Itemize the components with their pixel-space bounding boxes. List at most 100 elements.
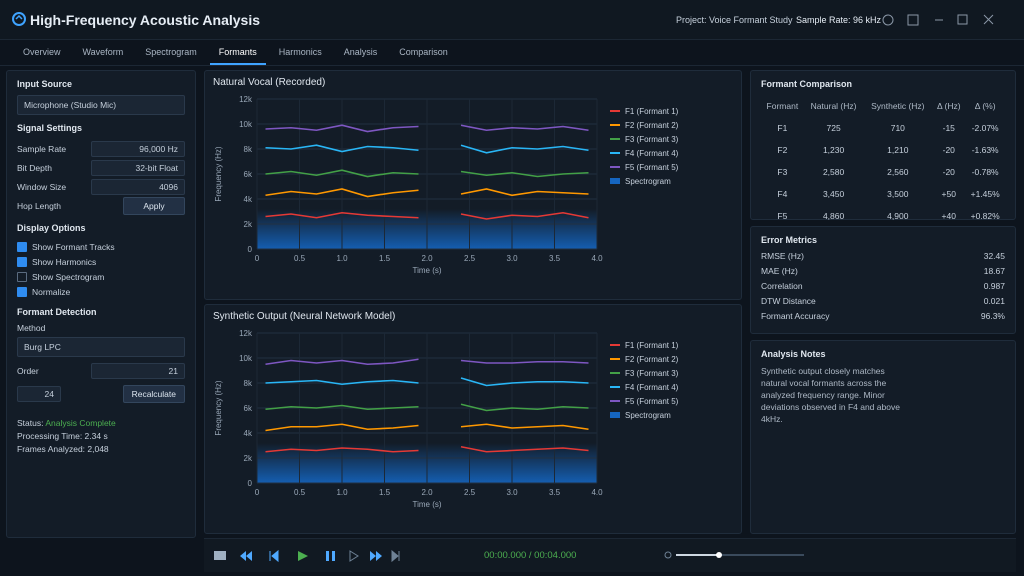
- table-cell: 1,210: [887, 145, 909, 155]
- analysis-notes-panel: Analysis Notes Synthetic output closely …: [750, 340, 1016, 534]
- chart-title: Natural Vocal (Recorded): [213, 77, 325, 88]
- formant-line: [265, 445, 589, 453]
- formant-line: [265, 144, 589, 154]
- metric-value: 32.45: [983, 251, 1005, 261]
- x-tick-label: 3.0: [506, 254, 518, 263]
- apply-button[interactable]: Apply: [123, 196, 185, 215]
- tab[interactable]: Waveform: [82, 47, 124, 57]
- tab[interactable]: Analysis: [343, 47, 378, 57]
- recalculate-button[interactable]: Recalculate: [122, 384, 185, 403]
- y-tick-label: 8k: [244, 145, 253, 154]
- x-tick-label: 3.0: [506, 488, 518, 497]
- formant-line: [265, 377, 589, 387]
- section-heading: Input Source: [17, 79, 73, 89]
- frames-analyzed: Frames Analyzed: 2,048: [17, 444, 109, 454]
- x-tick-label: 2.0: [421, 254, 433, 263]
- tab[interactable]: Formants: [209, 40, 266, 65]
- order-row: Order 21: [17, 361, 185, 380]
- checkbox-option[interactable]: Show Harmonics: [17, 254, 185, 269]
- option-label: Show Harmonics: [32, 256, 97, 267]
- table-cell: -1.63%: [971, 145, 999, 155]
- sample-rate[interactable]: Sample Rate: 96 kHz: [796, 15, 882, 25]
- legend-label: F1 (Formant 1): [625, 341, 679, 350]
- order-select[interactable]: 21: [91, 362, 185, 379]
- formant-line: [265, 124, 589, 133]
- transport-controls[interactable]: [212, 548, 402, 564]
- status-value: Analysis Complete: [45, 418, 116, 428]
- x-tick-label: 2.0: [421, 488, 433, 497]
- legend-label: F2 (Formant 2): [625, 355, 679, 364]
- table-row: F2 1,230 1,210 -20 -1.63%: [761, 139, 1005, 161]
- table-row: F1 725 710 -15 -2.07%: [761, 117, 1005, 139]
- y-tick-label: 2k: [244, 454, 253, 463]
- metric-label: RMSE (Hz): [761, 251, 804, 261]
- x-tick-label: 0.5: [294, 254, 306, 263]
- checkbox-option[interactable]: Normalize: [17, 284, 185, 299]
- checkbox-option[interactable]: Show Formant Tracks: [17, 239, 185, 254]
- x-tick-label: 1.5: [379, 254, 391, 263]
- project-name: Project: Voice Formant Study: [676, 15, 793, 25]
- order-input[interactable]: 24: [17, 385, 61, 402]
- metric-row: DTW Distance 0.021: [761, 296, 1005, 311]
- title-bar: High-Frequency Acoustic Analysis Project…: [0, 0, 1024, 40]
- x-tick-label: 0.5: [294, 488, 306, 497]
- volume-slider[interactable]: [664, 547, 814, 563]
- panel-title: Formant Comparison: [761, 79, 853, 89]
- chart: Synthetic Output (Neural Network Model) 0…: [213, 311, 679, 509]
- table-cell: 725: [826, 123, 841, 133]
- tab[interactable]: Spectrogram: [145, 47, 197, 57]
- y-tick-label: 4k: [244, 195, 253, 204]
- input-select[interactable]: Microphone (Studio Mic): [17, 95, 185, 115]
- legend-label: Spectrogram: [625, 411, 671, 420]
- x-tick-label: 0: [255, 488, 260, 497]
- table-cell: 1,230: [822, 145, 845, 155]
- panel-title: Error Metrics: [761, 235, 818, 245]
- processing-time: Processing Time: 2.34 s: [17, 431, 108, 441]
- tab[interactable]: Harmonics: [278, 47, 322, 57]
- checkbox[interactable]: [17, 286, 27, 297]
- table-cell: 4,860: [822, 211, 845, 221]
- x-axis-label: Time (s): [412, 266, 441, 275]
- y-tick-label: 10k: [239, 120, 253, 129]
- y-tick-label: 8k: [244, 379, 253, 388]
- checkbox-option[interactable]: Show Spectrogram: [17, 269, 185, 284]
- status-line: Status: Analysis Complete: [17, 417, 185, 430]
- checkbox[interactable]: [17, 241, 27, 252]
- formant-line: [265, 211, 589, 220]
- legend-label: F4 (Formant 4): [625, 149, 679, 158]
- section-heading: Formant Detection: [17, 307, 97, 317]
- table-cell: -0.78%: [971, 167, 999, 177]
- table-cell: 3,450: [822, 189, 845, 199]
- field-label: Hop Length: [17, 200, 61, 211]
- table-cell: F4: [777, 189, 788, 199]
- table-cell: -20: [942, 167, 955, 177]
- column-header: Δ (%): [974, 101, 996, 111]
- chart-panel: Natural Vocal (Recorded) 0 2k 4k 6k 8k 10k 12k 0…: [204, 70, 742, 300]
- field-value[interactable]: 96,000 Hz: [91, 140, 185, 157]
- section-heading: Display Options: [17, 223, 86, 233]
- legend-label: Spectrogram: [625, 177, 671, 186]
- x-tick-label: 2.5: [464, 254, 476, 263]
- table-cell: -15: [942, 123, 955, 133]
- checkbox[interactable]: [17, 256, 27, 267]
- option-label: Show Formant Tracks: [32, 241, 115, 252]
- tab[interactable]: Overview: [23, 47, 61, 57]
- recalc-row: 24 Recalculate: [17, 384, 185, 403]
- table-cell: 3,500: [887, 189, 909, 199]
- legend-label: F5 (Formant 5): [625, 163, 679, 172]
- y-tick-label: 12k: [239, 95, 253, 104]
- checkbox[interactable]: [17, 271, 27, 282]
- metric-row: MAE (Hz) 18.67: [761, 266, 1005, 281]
- legend-swatch: [610, 178, 620, 184]
- x-tick-label: 3.5: [549, 254, 561, 263]
- tab[interactable]: Comparison: [399, 47, 448, 57]
- x-tick-label: 1.0: [336, 254, 348, 263]
- x-tick-label: 2.5: [464, 488, 476, 497]
- field-value[interactable]: 32-bit Float: [91, 159, 185, 176]
- field-value[interactable]: 4096: [91, 178, 185, 195]
- formant-comparison-panel: Formant Comparison Formant Natural (Hz) Sy…: [750, 70, 1016, 221]
- formant-line: [265, 188, 589, 198]
- metric-row: Correlation 0.987: [761, 281, 1005, 296]
- x-tick-label: 4.0: [591, 254, 603, 263]
- method-select[interactable]: Burg LPC: [17, 337, 185, 357]
